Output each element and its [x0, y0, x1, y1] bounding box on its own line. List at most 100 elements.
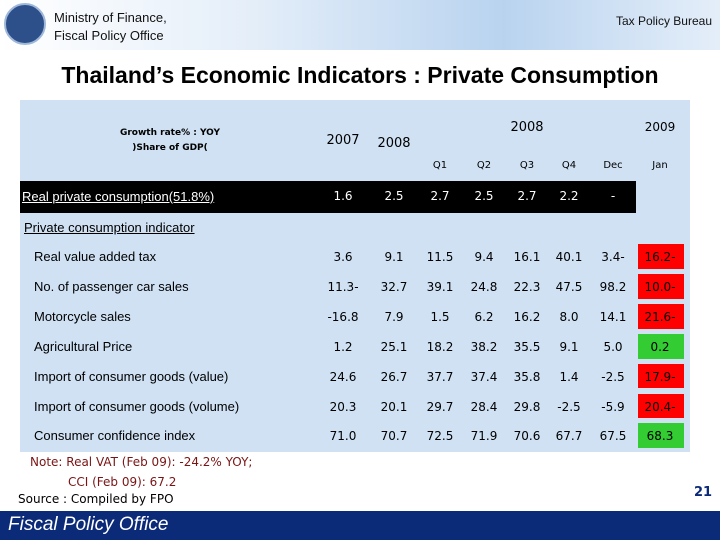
table-cell: 8.0	[559, 309, 579, 324]
year-header: 2008	[377, 136, 411, 151]
table-cell: 16.2	[513, 309, 541, 324]
source: Source : Compiled by FPO	[18, 492, 174, 506]
sub-header: Jan	[652, 160, 668, 171]
jan-highlight	[638, 303, 684, 329]
note: CCI (Feb 09): 67.2	[68, 475, 177, 489]
row-label: Real private consumption(51.8%)	[22, 189, 215, 204]
table-cell: 28.4	[470, 399, 498, 414]
table-cell: 20.3	[329, 399, 357, 414]
table-cell: 16.2-	[644, 250, 676, 264]
page-number: 21	[694, 485, 713, 500]
sub-header: Q2	[476, 160, 492, 171]
table-cell: 11.3-	[327, 279, 359, 294]
table-cell: 35.5	[513, 339, 541, 354]
footer-text: Fiscal Policy Office	[8, 514, 169, 535]
table-cell: -16.8	[327, 309, 359, 324]
table-cell: 10.0-	[644, 279, 676, 294]
jan-highlight	[638, 363, 684, 389]
table-cell: -2.5	[557, 399, 581, 414]
table-cell: 38.2	[470, 339, 498, 354]
table-cell: 29.7	[426, 399, 454, 414]
table-cell: 11.5	[426, 250, 454, 264]
table-cell: 1.5	[430, 309, 450, 324]
table-cell: 1.2	[333, 339, 353, 354]
top-banner	[0, 0, 720, 50]
table-cell: 1.4	[559, 369, 579, 384]
table-cell: 72.5	[426, 429, 454, 444]
slide-title: Thailand’s Economic Indicators : Private…	[61, 62, 659, 88]
headline-row-bg	[20, 181, 636, 213]
table-cell: -5.9	[601, 399, 625, 414]
bureau: Tax Policy Bureau	[615, 14, 712, 28]
table-cell: 26.7	[380, 369, 408, 384]
footer-bar	[0, 511, 720, 540]
table-cell: 70.7	[380, 429, 408, 444]
table-cell: 25.1	[380, 339, 408, 354]
table-cell: -2.5	[601, 369, 625, 384]
table-cell: 20.4-	[644, 399, 676, 414]
sub-header: Dec	[603, 160, 623, 171]
table-cell: 2.7	[517, 189, 537, 203]
table-cell: 22.3	[513, 279, 541, 294]
corner-label: Growth rate% : YOY	[119, 128, 220, 138]
table-cell: 24.8	[470, 279, 498, 294]
table-cell: 71.0	[329, 429, 357, 444]
table-cell: 29.8	[513, 399, 541, 414]
table-cell: 71.9	[470, 429, 498, 444]
jan-highlight	[638, 393, 684, 419]
table-cell: 68.3	[646, 429, 674, 444]
row-label: Agricultural Price	[34, 338, 133, 354]
table-cell: 67.5	[599, 429, 627, 444]
sub-header: Q4	[561, 160, 577, 171]
table-cell: 0.2	[650, 339, 670, 354]
table-cell: -	[610, 189, 616, 203]
table-cell: 9.1	[559, 339, 579, 354]
jan-highlight	[638, 244, 684, 269]
table-cell: 14.1	[599, 309, 627, 324]
table-cell: 24.6	[329, 369, 357, 384]
table-cell: 3.6	[333, 250, 353, 264]
jan-highlight	[638, 423, 684, 449]
table-cell: 6.2	[474, 309, 494, 324]
table-cell: 67.7	[555, 429, 583, 444]
row-label: Consumer confidence index	[34, 428, 196, 444]
table-cell: 1.6	[333, 189, 353, 203]
table-cell: 17.9-	[644, 369, 676, 384]
table-cell: 32.7	[380, 279, 408, 294]
table-cell: 47.5	[555, 279, 583, 294]
table-cell: 3.4-	[601, 250, 625, 264]
table-cell: 2.5	[384, 189, 404, 203]
table-cell: 21.6-	[644, 309, 676, 324]
table-cell: 16.1	[513, 250, 541, 264]
table-cell: 70.6	[513, 429, 541, 444]
row-label: Import of consumer goods (volume)	[34, 398, 240, 414]
table-cell: 40.1	[555, 250, 583, 264]
table-cell: 9.4	[474, 250, 494, 264]
row-label: Motorcycle sales	[34, 308, 131, 324]
table-cell: 37.4	[470, 369, 498, 384]
corner-label: )Share of GDP(	[132, 143, 208, 153]
year-header: 2007	[326, 133, 360, 148]
table-cell: 2.5	[474, 189, 494, 203]
jan-highlight	[638, 333, 684, 359]
table-cell: 2.7	[430, 189, 450, 203]
table-cell: 35.8	[513, 369, 541, 384]
table-cell: 9.1	[384, 250, 404, 264]
row-label: Import of consumer goods (value)	[34, 368, 229, 384]
table-cell: 18.2	[426, 339, 454, 354]
table-panel	[20, 100, 690, 452]
table-cell: 2.2	[559, 189, 579, 203]
org-name: Ministry of Finance,	[54, 10, 167, 25]
table-cell: 7.9	[384, 309, 404, 324]
jan-highlight	[638, 273, 684, 299]
sub-header: Q3	[519, 160, 535, 171]
table-cell: 20.1	[380, 399, 408, 414]
sub-header: Q1	[432, 160, 448, 171]
table-cell: 5.0	[603, 339, 623, 354]
org-name: Fiscal Policy Office	[54, 28, 164, 43]
row-label: Real value added tax	[34, 249, 157, 264]
table-cell: 39.1	[426, 279, 454, 294]
group-header: 2008	[510, 120, 544, 135]
section-label: Private consumption indicator	[24, 220, 195, 235]
